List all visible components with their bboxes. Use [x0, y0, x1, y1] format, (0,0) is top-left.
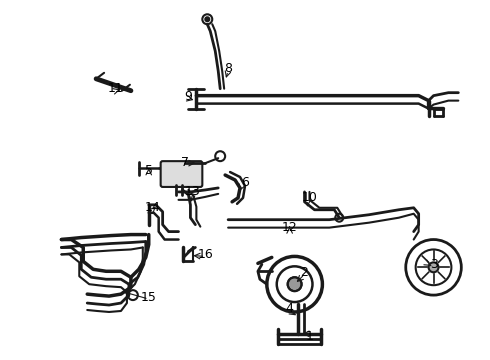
Text: 4: 4 — [286, 302, 294, 315]
Text: 3: 3 — [430, 258, 438, 271]
Text: 15: 15 — [141, 291, 157, 303]
Text: 13: 13 — [185, 185, 200, 198]
FancyBboxPatch shape — [161, 161, 202, 187]
Text: 11: 11 — [108, 82, 124, 95]
Text: 7: 7 — [181, 156, 190, 168]
Text: 12: 12 — [282, 221, 297, 234]
Circle shape — [205, 17, 209, 21]
Text: 9: 9 — [185, 90, 193, 103]
Text: 8: 8 — [224, 62, 232, 75]
Text: 2: 2 — [300, 266, 309, 279]
Text: 1: 1 — [306, 330, 314, 343]
Text: 16: 16 — [197, 248, 213, 261]
Text: 5: 5 — [145, 163, 153, 176]
Text: 14: 14 — [145, 201, 161, 214]
Circle shape — [429, 262, 439, 272]
Circle shape — [288, 277, 301, 291]
Text: 6: 6 — [241, 176, 249, 189]
Text: 10: 10 — [301, 192, 318, 204]
